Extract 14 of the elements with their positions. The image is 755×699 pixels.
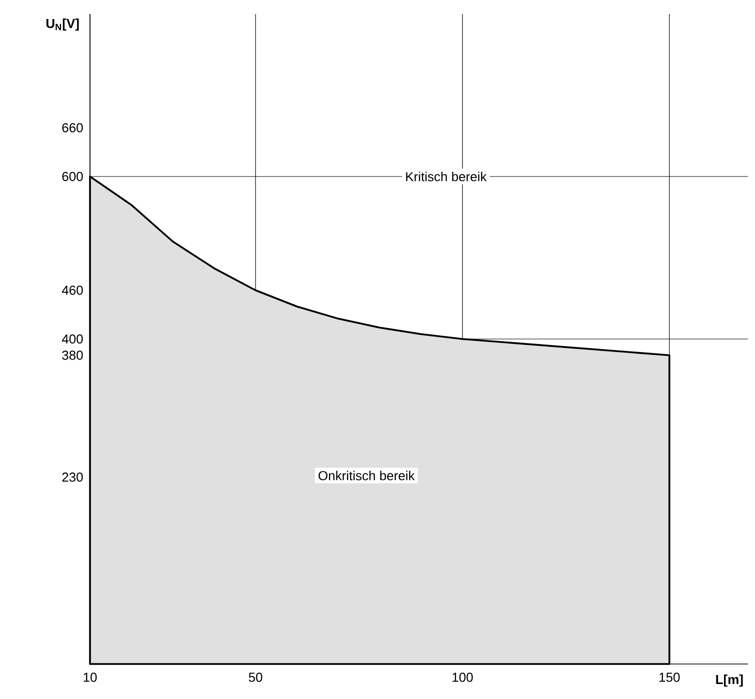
x-tick-label: 10: [84, 672, 97, 682]
x-tick-label: 100: [452, 672, 473, 682]
y-tick-label: 400: [62, 334, 83, 344]
y-tick-label: 380: [62, 350, 83, 360]
y-axis-title: U$_{N}$[V]: [46, 18, 79, 31]
annotation: Onkritisch bereik: [318, 470, 415, 480]
x-tick-label: 50: [248, 672, 262, 682]
annotation: Kritisch bereik: [406, 172, 487, 182]
x-axis-title: L[m]: [716, 674, 743, 687]
y-tick-label: 600: [62, 172, 83, 182]
y-tick-label: 460: [62, 286, 83, 295]
y-tick-label: 660: [62, 123, 83, 132]
y-tick-label: 230: [62, 472, 83, 482]
x-tick-label: 150: [660, 672, 680, 682]
